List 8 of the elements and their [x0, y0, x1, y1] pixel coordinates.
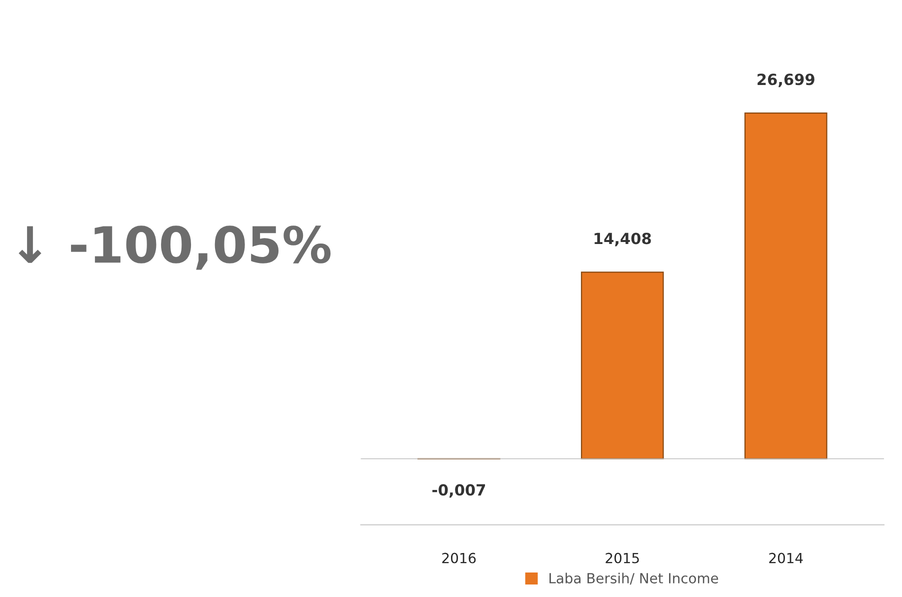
- data-label: 26,699: [758, 74, 814, 88]
- legend-label: Laba Bersih/ Net Income: [550, 572, 718, 585]
- x-tick-label: 2016: [442, 552, 476, 564]
- x-tick-label: 2014: [769, 552, 803, 564]
- data-label: 14,408: [594, 232, 651, 246]
- x-tick-label: 2015: [606, 552, 639, 564]
- text: ↓ -100,05%: [18, 226, 331, 270]
- data-label: -0,007: [432, 484, 486, 498]
